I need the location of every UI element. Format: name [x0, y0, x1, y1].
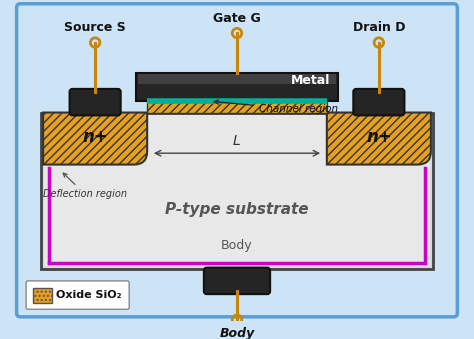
Bar: [33, 287, 52, 303]
FancyBboxPatch shape: [353, 89, 404, 115]
Bar: [137, 74, 337, 84]
Text: n+: n+: [82, 128, 108, 146]
Text: Body: Body: [221, 239, 253, 252]
FancyBboxPatch shape: [70, 89, 121, 115]
Text: Body: Body: [219, 327, 255, 339]
FancyBboxPatch shape: [26, 281, 129, 309]
Text: Source S: Source S: [64, 21, 126, 34]
FancyBboxPatch shape: [204, 268, 270, 294]
PathPatch shape: [43, 113, 147, 164]
Text: Oxide SiO₂: Oxide SiO₂: [56, 290, 122, 300]
Text: Metal: Metal: [291, 74, 331, 87]
Bar: [44, 115, 430, 266]
Text: L: L: [233, 134, 241, 147]
Text: Drain D: Drain D: [353, 21, 405, 34]
Text: Deflection region: Deflection region: [43, 173, 127, 199]
Bar: [41, 113, 433, 268]
PathPatch shape: [327, 113, 431, 164]
Text: P-type substrate: P-type substrate: [165, 202, 309, 217]
Text: Channel region: Channel region: [214, 100, 337, 115]
Bar: [136, 73, 338, 101]
FancyBboxPatch shape: [17, 4, 457, 317]
Bar: [147, 101, 327, 113]
Text: n+: n+: [366, 128, 392, 146]
Text: Gate G: Gate G: [213, 12, 261, 25]
